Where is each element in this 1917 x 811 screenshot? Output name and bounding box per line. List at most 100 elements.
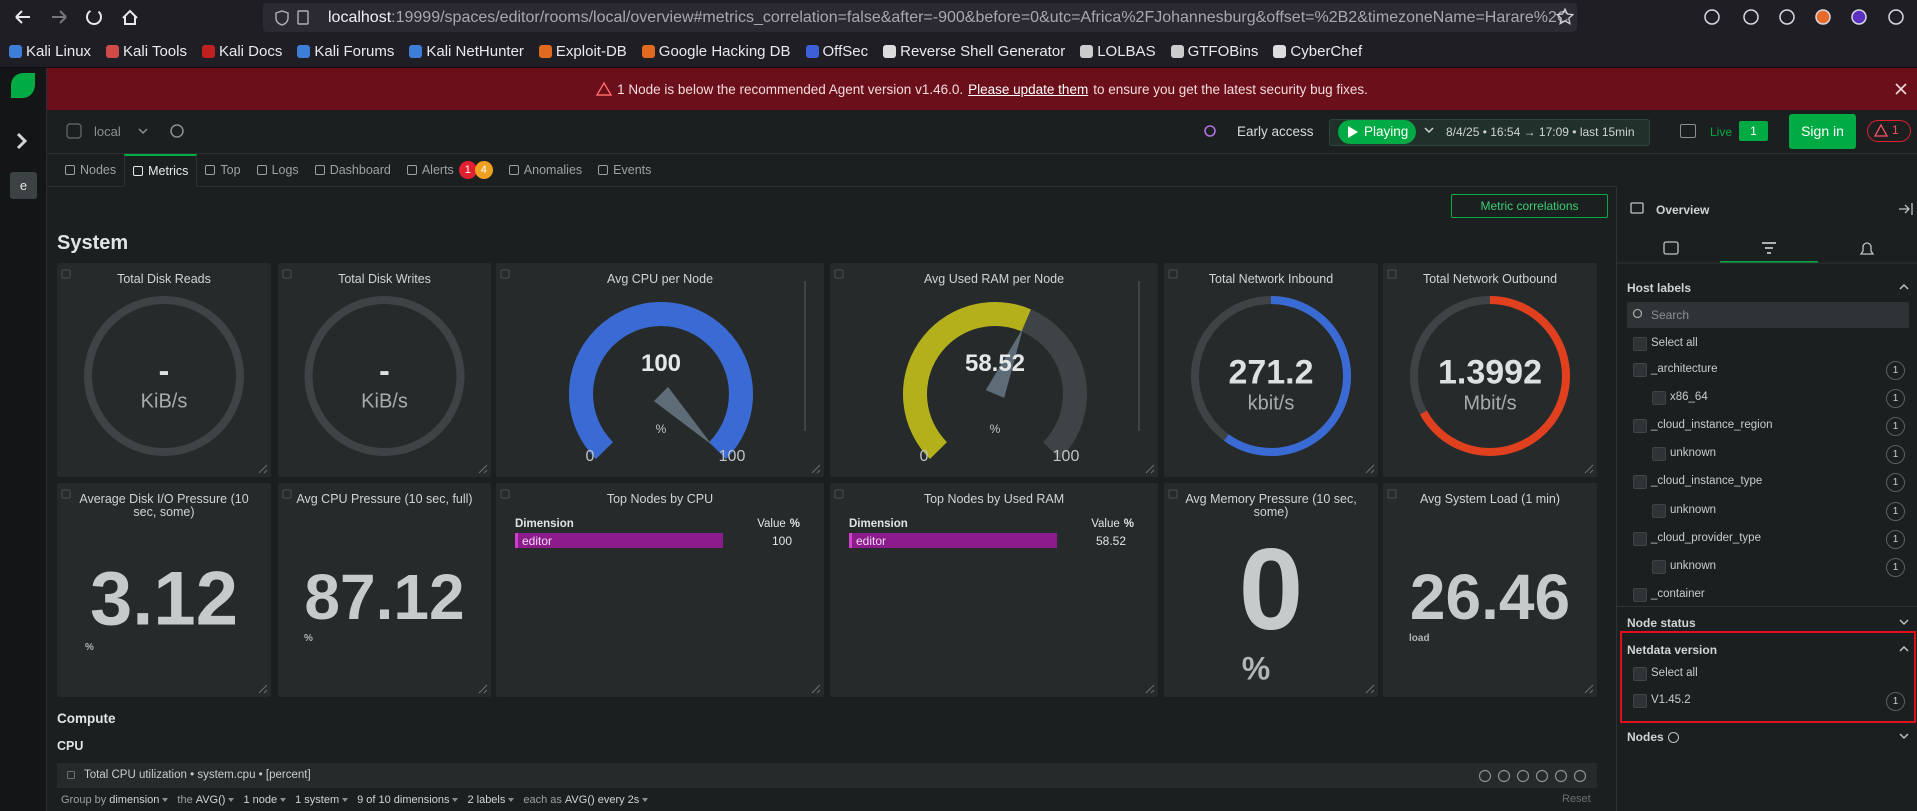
- table-value-header: Value%: [757, 518, 800, 530]
- checkbox[interactable]: [1633, 337, 1647, 351]
- checkbox[interactable]: [1633, 419, 1647, 434]
- group-item[interactable]: 1 node: [243, 794, 287, 806]
- tab[interactable]: Alerts 1 4: [399, 154, 501, 187]
- bookmark[interactable]: LOLBAS: [1080, 42, 1156, 60]
- group-label: Group by: [61, 794, 107, 806]
- ring-value: 1.3992: [1438, 353, 1542, 392]
- bookmark[interactable]: OffSec: [805, 43, 868, 60]
- tab[interactable]: Dashboard: [307, 154, 399, 187]
- checkbox[interactable]: [1652, 447, 1666, 462]
- group-item[interactable]: the AVG(): [177, 794, 235, 806]
- count-badge: 1: [1886, 473, 1905, 493]
- card-icon: [834, 489, 844, 499]
- bookmark[interactable]: Exploit-DB: [538, 43, 627, 60]
- card-title: Top Nodes by Used RAM: [923, 492, 1065, 506]
- bookmark[interactable]: Google Hacking DB: [641, 43, 791, 60]
- host-labels-title[interactable]: Host labels: [1627, 281, 1692, 295]
- ring-track: [304, 296, 465, 456]
- room-icons: [66, 123, 184, 139]
- group-item[interactable]: Group by dimension: [61, 794, 169, 806]
- banner-link[interactable]: Please update them: [968, 81, 1089, 97]
- tab-icon: [598, 165, 609, 175]
- caret: [452, 798, 459, 802]
- scrollbar: [804, 281, 806, 431]
- group-item[interactable]: 1 system: [295, 794, 349, 806]
- early-access[interactable]: Early access: [1237, 124, 1314, 139]
- card-icon: [282, 269, 292, 279]
- bookmark[interactable]: Kali Tools: [106, 43, 187, 60]
- early-access-icon: [1204, 125, 1216, 137]
- checkbox[interactable]: [1633, 475, 1647, 490]
- card: Avg Memory Pressure (10 sec, some) 0%: [1164, 483, 1378, 697]
- checkbox[interactable]: [1633, 531, 1647, 546]
- checkbox[interactable]: [1652, 559, 1666, 574]
- card: Avg CPU per Node 100% 0 100: [496, 263, 824, 477]
- bookmark[interactable]: CyberChef: [1273, 43, 1362, 60]
- ring-value: -: [379, 352, 390, 389]
- metric-correlations-button[interactable]: Metric correlations: [1451, 194, 1608, 218]
- count-badge: 1: [1886, 389, 1905, 409]
- tab[interactable]: Anomalies: [501, 154, 590, 187]
- tab-label: Events: [613, 163, 652, 177]
- bookmark-label: Kali Linux: [26, 42, 92, 60]
- banner-text: 1 Node is below the recommended Agent ve…: [617, 81, 964, 97]
- checkbox[interactable]: [1633, 587, 1647, 602]
- card-title: Average Disk I/O Pressure (10 sec, some): [79, 492, 249, 519]
- ring-unit: KiB/s: [361, 390, 408, 413]
- bookmark[interactable]: Kali Linux: [9, 43, 91, 60]
- toolbar-icon: [1888, 9, 1904, 25]
- nodes-title[interactable]: Nodes: [1627, 730, 1679, 744]
- url-bar[interactable]: localhost:19999/spaces/editor/rooms/loca…: [263, 3, 1577, 32]
- bookmark[interactable]: GTFOBins: [1170, 43, 1258, 60]
- card-icons: [282, 269, 488, 474]
- reset-button[interactable]: Reset: [1562, 793, 1591, 805]
- chart-icon: [67, 771, 75, 779]
- count-badge: 1: [1886, 501, 1905, 521]
- tab[interactable]: Nodes: [57, 154, 124, 187]
- play-icon: [1348, 126, 1358, 138]
- sidebar: Overview Host labels Search Select all _arch…: [1616, 187, 1917, 811]
- group-item[interactable]: 2 labels: [467, 794, 515, 806]
- group-item[interactable]: each as AVG() every 2s: [523, 794, 649, 806]
- checkbox[interactable]: [1633, 363, 1647, 377]
- card: Total Network Outbound 1.3992 Mbit/s: [1383, 263, 1597, 477]
- update-banner: 1 Node is below the recommended Agent ve…: [47, 68, 1917, 110]
- bookmark[interactable]: Reverse Shell Generator: [883, 43, 1065, 60]
- bookmark[interactable]: Kali Forums: [297, 43, 394, 60]
- ring-value: 271.2: [1228, 353, 1314, 392]
- group-label: each as: [523, 794, 562, 806]
- card-icons: [500, 489, 821, 694]
- checkbox[interactable]: [1633, 667, 1647, 681]
- room-name[interactable]: local: [94, 124, 121, 139]
- number-unit: %: [85, 641, 94, 653]
- tab[interactable]: Logs: [249, 154, 307, 187]
- group-item[interactable]: 9 of 10 dimensions: [357, 794, 459, 806]
- count-badge: 1: [1886, 557, 1905, 577]
- ring-unit: Mbit/s: [1463, 392, 1517, 415]
- checkbox[interactable]: [1633, 694, 1647, 708]
- gauge-max: 100: [718, 448, 746, 465]
- live-count: 1: [1739, 121, 1768, 141]
- tab[interactable]: Top: [197, 154, 248, 187]
- sign-in-button[interactable]: Sign in: [1789, 114, 1856, 149]
- play-label: Playing: [1364, 124, 1409, 139]
- play-button[interactable]: Playing: [1338, 120, 1416, 144]
- bookmark-label: LOLBAS: [1097, 42, 1156, 60]
- left-rail: e: [0, 68, 47, 811]
- checkbox[interactable]: [1652, 391, 1666, 406]
- bookmark[interactable]: Kali Docs: [201, 43, 282, 60]
- tab[interactable]: Metrics: [124, 153, 198, 187]
- bookmark[interactable]: Kali NetHunter: [409, 43, 524, 60]
- play-chevron: [1424, 127, 1434, 134]
- alerts-button[interactable]: 1: [1867, 120, 1911, 142]
- section-title: System: [57, 232, 129, 254]
- checkbox[interactable]: [1652, 503, 1666, 518]
- node-status-title[interactable]: Node status: [1627, 616, 1696, 630]
- room-icon: [66, 123, 82, 139]
- timeframe[interactable]: 8/4/25 • 16:54 → 17:09 • last 15min: [1446, 125, 1635, 139]
- search-box[interactable]: Search: [1627, 302, 1909, 328]
- space-avatar[interactable]: e: [10, 172, 37, 199]
- netdata-version-title[interactable]: Netdata version: [1627, 643, 1718, 657]
- tab[interactable]: Events: [590, 154, 659, 187]
- gauge-max: 100: [1052, 448, 1080, 465]
